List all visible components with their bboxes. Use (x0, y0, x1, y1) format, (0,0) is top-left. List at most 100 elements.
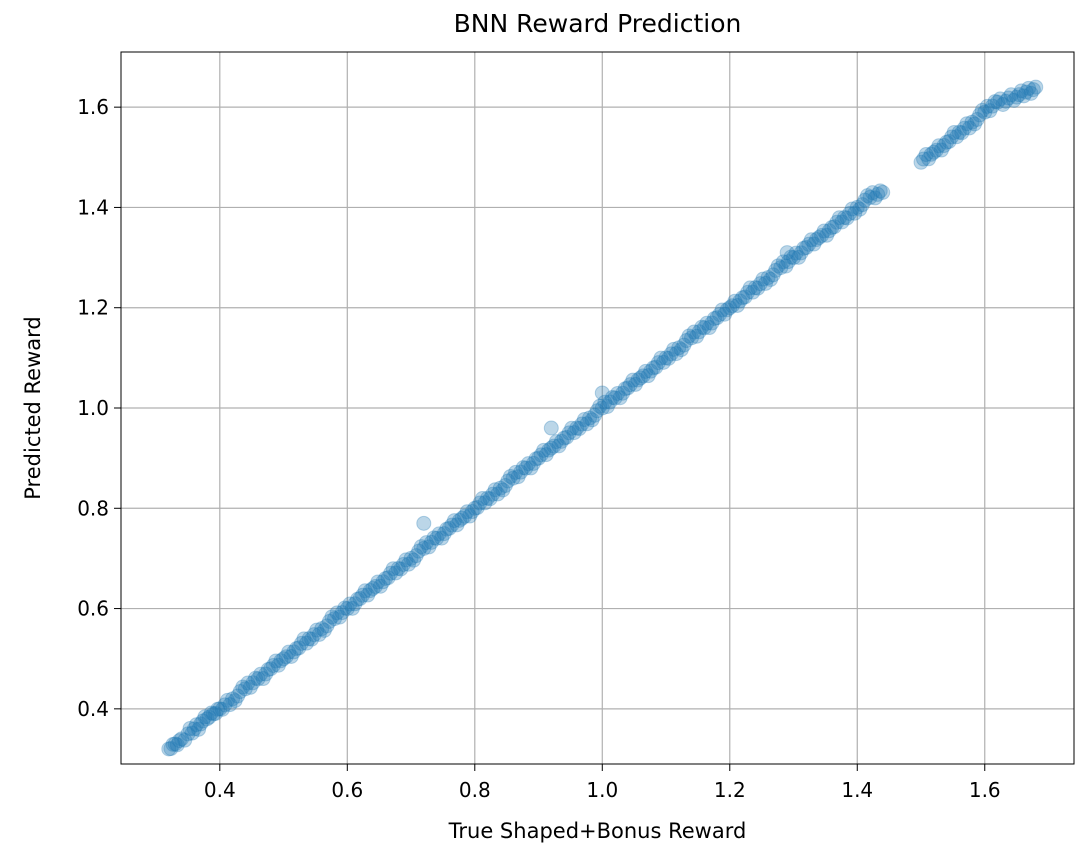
scatter-point (979, 98, 995, 114)
scatter-point (523, 460, 539, 476)
scatter-point (773, 260, 789, 276)
scatter-point (283, 648, 299, 664)
scatter-point (783, 249, 799, 265)
scatter-point (393, 561, 409, 577)
scatter-point (801, 236, 817, 252)
scatter-point (811, 230, 827, 246)
scatter-point (411, 543, 427, 559)
scatter-point (487, 482, 503, 498)
scatter-point (423, 534, 439, 550)
scatter-point (372, 578, 388, 594)
scatter-point (533, 447, 549, 463)
y-axis-title: Predicted Reward (21, 316, 45, 499)
scatter-point (242, 679, 258, 695)
scatter-point (235, 679, 251, 695)
scatter-point (944, 129, 960, 145)
y-tick-label: 1.0 (77, 396, 109, 420)
scatter-point (217, 697, 233, 713)
scatter-point (195, 713, 211, 729)
scatter-point (551, 438, 567, 454)
scatter-point (819, 227, 835, 243)
scatter-point (263, 661, 279, 677)
scatter-point (666, 341, 682, 357)
scatter-point (928, 142, 944, 158)
scatter-point (383, 565, 399, 581)
scatter-point (248, 670, 264, 686)
scatter-point (926, 144, 942, 160)
scatter-point (230, 688, 246, 704)
scatter-point (824, 219, 840, 235)
scatter-point (1006, 92, 1022, 108)
scatter-point (655, 354, 671, 370)
scatter-point (505, 470, 521, 486)
scatter-point (569, 420, 585, 436)
scatter-point (276, 651, 292, 667)
scatter-point (177, 732, 193, 748)
scatter-point (793, 245, 809, 261)
scatter-point (355, 587, 371, 603)
grid-lines (121, 52, 1074, 764)
scatter-point (954, 125, 970, 141)
scatter-point (737, 289, 753, 305)
scatter-point (329, 605, 345, 621)
scatter-point (1003, 87, 1019, 103)
scatter-point (278, 649, 294, 665)
scatter-point (548, 434, 564, 450)
scatter-point (250, 671, 266, 687)
scatter-point (225, 691, 241, 707)
scatter-point (599, 398, 615, 414)
scatter-point (520, 456, 536, 472)
scatter-point (671, 340, 687, 356)
scatter-point (426, 530, 442, 546)
scatter-point (352, 591, 368, 607)
scatter-point (222, 697, 238, 713)
scatter-point (513, 464, 529, 480)
scatter-point (161, 741, 177, 757)
scatter-point (714, 302, 730, 318)
scatter-point (418, 535, 434, 551)
scatter-point (510, 469, 526, 485)
y-tick-label: 0.6 (77, 597, 109, 621)
scatter-point (321, 613, 337, 629)
scatter-point (260, 661, 276, 677)
scatter-point (576, 412, 592, 428)
scatter-point (689, 328, 705, 344)
scatter-point (237, 681, 253, 697)
scatter-point (385, 561, 401, 577)
scatter-point (867, 190, 883, 206)
scatter-point (638, 363, 654, 379)
scatter-point (390, 560, 406, 576)
scatter-point (821, 223, 837, 239)
scatter-point (398, 552, 414, 568)
scatter-point (1009, 89, 1025, 105)
scatter-point (796, 240, 812, 256)
x-tick-label: 0.6 (331, 778, 363, 802)
scatter-point (617, 381, 633, 397)
scatter-point (309, 622, 325, 638)
scatter-point (174, 731, 190, 747)
scatter-point (834, 214, 850, 230)
scatter-point (916, 151, 932, 167)
scatter-point (571, 421, 587, 437)
scatter-point (197, 709, 213, 725)
scatter-point (311, 626, 327, 642)
scatter-point (857, 192, 873, 208)
scatter-point (798, 240, 814, 256)
axis-ticks: 0.4 0.6 0.8 1.0 1.2 1.4 1.6 0.4 0.6 0.8 1.0 1.2 1.4 1… (77, 95, 1000, 802)
scatter-point (875, 184, 891, 200)
scatter-point (982, 103, 998, 119)
scatter-point (380, 570, 396, 586)
scatter-point (620, 380, 636, 396)
scatter-point (594, 385, 610, 401)
scatter-point (564, 420, 580, 436)
scatter-point (327, 611, 343, 627)
scatter-point (332, 609, 348, 625)
scatter-point (622, 377, 638, 393)
scatter-point (446, 513, 462, 529)
scatter-point (293, 635, 309, 651)
scatter-point (538, 447, 554, 463)
scatter-point (597, 394, 613, 410)
scatter-point (1025, 82, 1041, 98)
scatter-point (959, 116, 975, 132)
scatter-point (791, 249, 807, 265)
